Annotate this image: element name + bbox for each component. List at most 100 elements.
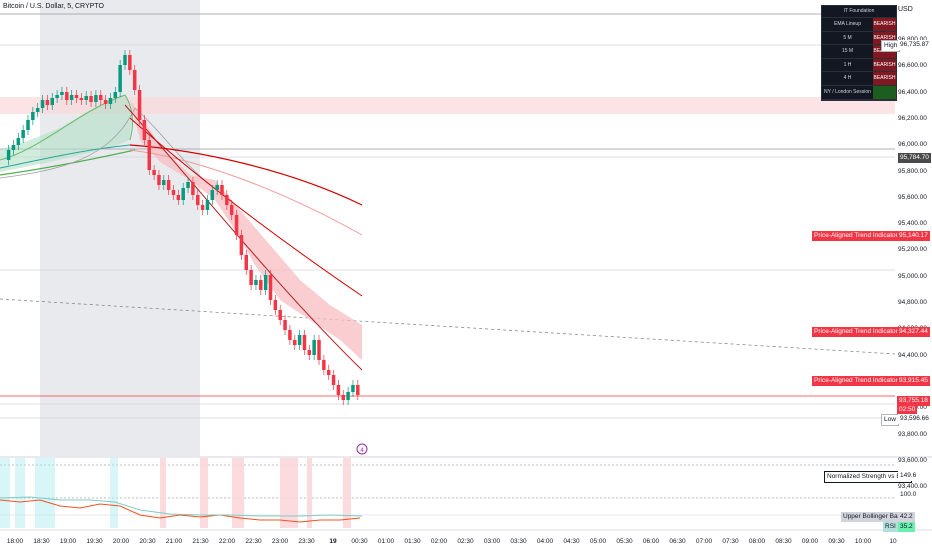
candle-body (60, 92, 64, 95)
candle-body (113, 92, 118, 98)
time-axis-label: 07:00 (695, 538, 713, 545)
time-axis-label: 01:30 (404, 538, 421, 545)
time-axis-label: 09:00 (801, 538, 819, 545)
ema-red-2 (129, 149, 363, 236)
candle-body (297, 335, 302, 345)
time-axis-label: 21:30 (192, 538, 209, 545)
time-axis-label: 19:00 (59, 538, 77, 545)
time-axis-label: 04:30 (563, 538, 580, 545)
price-axis-label: 95,200.00 (898, 246, 927, 254)
ema-green-2 (0, 144, 131, 169)
time-axis-label: 02:30 (457, 538, 474, 545)
bb-line (0, 496, 363, 517)
candle-body (322, 360, 326, 370)
time-axis-label: 00:30 (351, 538, 368, 545)
candle-body (147, 140, 151, 170)
currency-label: USD (898, 6, 913, 13)
svg-text:4: 4 (360, 448, 364, 454)
candle-body (336, 385, 341, 395)
time-axis-label: 19 (329, 538, 337, 545)
low-value-tag: 93,596.66 (898, 414, 931, 424)
candle-body (162, 180, 166, 185)
candle-body (79, 98, 84, 100)
candle-body (259, 280, 263, 290)
price-axis-label: 96,400.00 (898, 88, 927, 96)
it-table-title: IT Foundation (822, 6, 896, 18)
time-axis-label: 18:30 (33, 538, 50, 545)
candle-body (108, 98, 113, 104)
candle-body (142, 120, 147, 140)
candle-body (26, 120, 30, 130)
time-axis-label: 10 (889, 538, 897, 545)
rsi-value: 35.2 (898, 522, 915, 532)
candle-body (288, 330, 292, 340)
low-label: Low (881, 414, 899, 426)
candlesticks (6, 50, 360, 405)
candle-body (229, 205, 234, 215)
time-axis-label: 20:00 (112, 538, 130, 545)
candle-body (196, 195, 200, 205)
time-axis-label: 18:00 (6, 538, 24, 545)
pati-label-1: Price-Aligned Trend Indicator:Plot (812, 231, 913, 241)
candle-body (186, 182, 190, 188)
price-axis-label: 94,400.00 (898, 351, 927, 359)
price-axis-label: 95,600.00 (898, 193, 927, 201)
candle-body (254, 280, 258, 285)
time-axis-label: 08:00 (748, 538, 766, 545)
level-100-label: 100.0 (900, 491, 917, 498)
it-row: 1 H BEARISH (822, 58, 896, 73)
time-axis-label: 22:00 (218, 538, 236, 545)
time-axis-label: 07:30 (722, 538, 739, 545)
candle-body (307, 350, 312, 355)
pati-label-2: Price-Aligned Trend Indicator:Plot (812, 327, 913, 337)
candle-body (181, 188, 185, 200)
candle-body (40, 100, 45, 108)
time-axis-label: 05:00 (589, 538, 607, 545)
candle-body (137, 90, 142, 120)
candle-body (69, 95, 74, 100)
candle-body (244, 255, 248, 270)
norm-strength-value: 149.6 (898, 471, 919, 481)
price-axis-label: 95,400.00 (898, 220, 927, 228)
pati-value-3: 93,915.45 (897, 376, 930, 386)
candle-body (263, 275, 268, 290)
time-axis-label: 02:00 (430, 538, 448, 545)
candle-body (346, 392, 350, 400)
high-value-tag: 96,735.87 (898, 40, 931, 50)
price-axis-label: 96,000.00 (898, 141, 927, 149)
it-row: 4 H BEARISH (822, 72, 896, 86)
candle-body (225, 195, 229, 205)
it-foundation-table: IT Foundation EMA Lineup BEARISH 5 M BEARI… (821, 5, 897, 101)
candle-body (268, 275, 273, 300)
candle-body (176, 195, 181, 200)
time-axis-label: 21:00 (165, 538, 183, 545)
bull-ribbon (0, 95, 132, 172)
rsi-line (0, 499, 361, 523)
candle-body (351, 385, 355, 392)
candle-body (341, 395, 345, 400)
ema-red-1 (129, 144, 363, 206)
candle-body (103, 100, 108, 104)
time-axis-label: 01:00 (377, 538, 395, 545)
time-axis-label: 19:30 (86, 538, 103, 545)
candle-body (239, 235, 244, 255)
time-axis-label: 09:30 (828, 538, 845, 545)
it-row: EMA Lineup BEARISH (822, 18, 896, 32)
candle-body (278, 310, 282, 320)
time-axis-label: 03:00 (483, 538, 501, 545)
resistance-zone (0, 97, 895, 114)
time-axis-label: 22:30 (245, 538, 262, 545)
bb-value: 42.2 (898, 512, 915, 522)
price-axis-label: 96,200.00 (898, 114, 927, 122)
level-tag: 95,784.70 (898, 153, 931, 163)
candle-body (128, 55, 132, 70)
candle-body (50, 98, 54, 105)
bear-ribbon (130, 100, 362, 360)
candle-body (205, 200, 210, 210)
time-axis-label: 03:30 (510, 538, 527, 545)
time-axis-label: 23:00 (271, 538, 289, 545)
candle-body (118, 65, 122, 92)
candle-body (215, 185, 219, 190)
candle-body (11, 145, 16, 150)
